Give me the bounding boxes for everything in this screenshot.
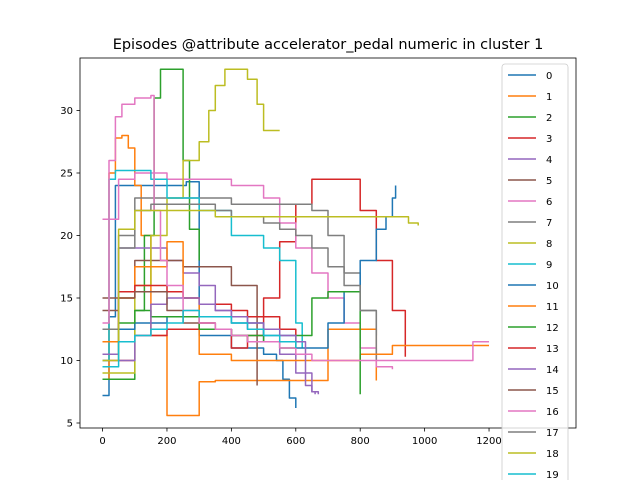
legend-label-4: 4 [546,155,552,166]
legend-label-8: 8 [546,239,552,250]
y-tick-label: 5 [67,419,73,430]
y-tick-label: 10 [60,356,73,367]
y-tick-label: 20 [60,231,73,242]
series-line-9 [102,169,303,362]
series-line-16 [102,94,489,362]
legend-label-11: 11 [546,302,559,313]
x-axis: 0 200 400 600 800 1000 1200 [99,428,502,447]
x-tick-label: 1200 [476,436,501,447]
x-tick-label: 800 [351,436,370,447]
series-line-11 [102,241,489,362]
legend-label-7: 7 [546,218,552,229]
legend-label-13: 13 [546,344,559,355]
legend-label-12: 12 [546,323,559,334]
legend-label-1: 1 [546,92,552,103]
legend-label-5: 5 [546,176,552,187]
legend-box [501,63,569,484]
y-tick-label: 30 [60,106,73,117]
legend-label-10: 10 [546,281,559,292]
legend-label-18: 18 [546,449,559,460]
x-tick-label: 400 [222,436,241,447]
y-tick-label: 25 [60,169,73,180]
x-tick-label: 600 [286,436,305,447]
x-tick-label: 200 [157,436,176,447]
series-line-18 [102,209,419,362]
legend-label-2: 2 [546,113,552,124]
legend-label-3: 3 [546,134,552,145]
series-line-0 [102,181,297,408]
plot-lines [102,68,489,417]
series-line-8 [102,68,280,374]
legend-label-16: 16 [546,407,559,418]
legend-label-0: 0 [546,71,552,82]
y-axis: 5 10 15 20 25 30 [60,106,80,430]
x-tick-label: 0 [99,436,105,447]
chart-title: Episodes @attribute accelerator_pedal nu… [113,37,544,53]
legend-label-19: 19 [546,470,559,480]
plot-frame [79,57,577,429]
legend-label-17: 17 [546,428,559,439]
legend-label-15: 15 [546,386,559,397]
legend-label-14: 14 [546,365,559,376]
y-tick-label: 15 [60,294,73,305]
series-line-19 [102,309,297,368]
legend-label-9: 9 [546,260,552,271]
legend-label-6: 6 [546,197,552,208]
x-tick-label: 1000 [412,436,437,447]
